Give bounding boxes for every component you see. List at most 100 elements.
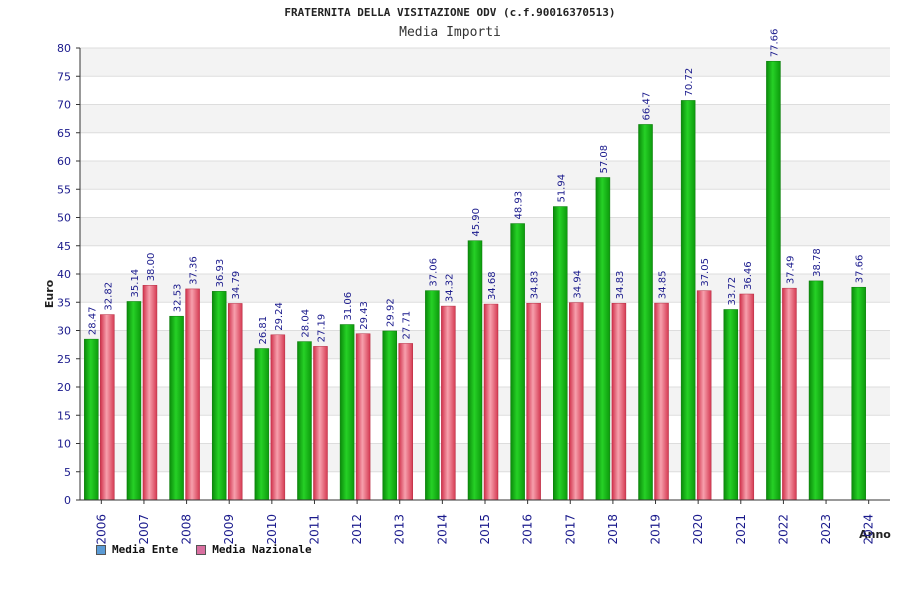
y-tick-label: 80 <box>57 42 71 55</box>
axes: 0 5 10 15 20 25 30 35 40 45 50 55 60 65 70 75 80 Euro Anno… <box>43 42 891 545</box>
y-tick-label: 35 <box>57 296 71 309</box>
bar-media-ente <box>126 301 142 501</box>
y-tick-label: 40 <box>57 268 71 281</box>
bar-media-nazionale <box>398 343 413 501</box>
data-label: 36.93 <box>215 259 226 288</box>
bar-media-ente <box>595 177 611 501</box>
chart-subtitle: Media Importi <box>399 25 501 40</box>
bar-media-ente <box>297 341 312 501</box>
data-label: 70.72 <box>684 68 695 97</box>
legend-item-ente: Media Ente <box>96 543 178 556</box>
bar-media-nazionale <box>313 346 328 501</box>
data-label: 38.00 <box>146 253 157 282</box>
x-tick-label: 2013 <box>393 514 407 545</box>
x-tick-label: 2016 <box>521 514 535 545</box>
x-tick-label: 2011 <box>307 514 321 545</box>
bar-media-ente <box>680 100 696 501</box>
data-label: 37.06 <box>428 258 439 287</box>
data-label: 38.78 <box>812 248 823 277</box>
data-label: 29.92 <box>386 298 397 327</box>
y-tick-label: 45 <box>57 240 71 253</box>
x-tick-label: 2008 <box>180 514 194 545</box>
x-tick-label: 2021 <box>734 514 748 545</box>
y-tick-label: 75 <box>57 70 71 83</box>
grid-band <box>80 104 890 133</box>
x-tick-label: 2009 <box>222 514 236 545</box>
data-label: 66.47 <box>642 92 653 121</box>
x-tick-label: 2024 <box>862 514 876 545</box>
data-label: 34.68 <box>487 271 498 300</box>
bar-media-ente <box>510 223 525 501</box>
data-label: 77.66 <box>769 29 780 58</box>
y-tick-label: 10 <box>57 438 71 451</box>
bar-media-ente <box>766 60 781 501</box>
x-tick-label: 2022 <box>776 514 790 545</box>
x-tick-label: 2018 <box>606 514 620 545</box>
bar-media-ente <box>808 280 824 501</box>
data-label: 34.85 <box>658 270 669 299</box>
grid-band <box>80 217 890 246</box>
data-label: 32.53 <box>173 284 184 313</box>
bar-media-ente <box>339 324 355 501</box>
grid-band <box>80 189 890 218</box>
bar-media-nazionale <box>483 303 499 501</box>
bar-media-ente <box>254 348 270 501</box>
grid-band <box>80 245 890 274</box>
bar-media-ente <box>467 240 483 501</box>
data-label: 34.79 <box>231 271 242 300</box>
data-label: 28.47 <box>87 307 98 336</box>
bar-media-nazionale <box>782 287 797 501</box>
bar-media-ente <box>723 309 739 501</box>
x-tick-label: 2006 <box>94 514 108 545</box>
data-label: 27.19 <box>316 314 327 343</box>
bar-media-nazionale <box>355 333 371 501</box>
y-tick-label: 20 <box>57 381 71 394</box>
data-label: 34.94 <box>572 270 583 299</box>
bar-media-ente <box>169 315 184 501</box>
x-tick-label: 2007 <box>137 514 151 545</box>
data-label: 29.24 <box>274 302 285 331</box>
legend-label-ente: Media Ente <box>112 543 179 556</box>
bar-media-ente <box>851 286 866 501</box>
data-label: 29.43 <box>359 301 370 330</box>
data-labels: 28.47 32.82 35.14 38.00 32.53 37.36 36.93 34.79… <box>87 29 865 345</box>
bar-media-ente <box>425 290 440 501</box>
data-label: 34.83 <box>530 271 541 300</box>
x-tick-label: 2020 <box>691 514 705 545</box>
grid-band <box>80 76 890 105</box>
data-label: 32.82 <box>103 282 114 311</box>
bar-media-nazionale <box>227 303 243 501</box>
data-label: 37.36 <box>189 256 200 285</box>
data-label: 31.06 <box>343 292 354 321</box>
bar-media-ente <box>211 291 227 501</box>
data-label: 34.83 <box>615 271 626 300</box>
x-tick-label: 2014 <box>435 514 449 545</box>
legend-label-nazionale: Media Nazionale <box>212 543 312 556</box>
x-tick-label: 2019 <box>649 514 663 545</box>
x-tick-label: 2023 <box>819 514 833 545</box>
grid-band <box>80 132 890 161</box>
x-axis-label: Anno <box>859 528 891 541</box>
bar-media-nazionale <box>569 302 584 501</box>
legend: Media Ente Media Nazionale <box>96 543 312 556</box>
data-label: 35.14 <box>130 269 141 298</box>
data-label: 36.46 <box>743 261 754 290</box>
bar-media-nazionale <box>185 288 200 501</box>
grid-band <box>80 161 890 190</box>
x-tick-label: 2012 <box>350 514 364 545</box>
data-label: 37.66 <box>855 255 866 284</box>
bar-media-ente <box>382 330 397 501</box>
y-tick-label: 70 <box>57 99 71 112</box>
bar-media-nazionale <box>100 314 115 501</box>
x-tick-label: 2015 <box>478 514 492 545</box>
bar-media-ente <box>553 206 568 501</box>
data-label: 27.71 <box>402 311 413 340</box>
bar-media-nazionale <box>696 290 712 501</box>
bar-media-nazionale <box>611 302 627 501</box>
x-tick-label: 2010 <box>265 514 279 545</box>
bar-media-nazionale <box>441 305 456 501</box>
bars <box>84 60 866 501</box>
data-label: 48.93 <box>514 191 525 220</box>
